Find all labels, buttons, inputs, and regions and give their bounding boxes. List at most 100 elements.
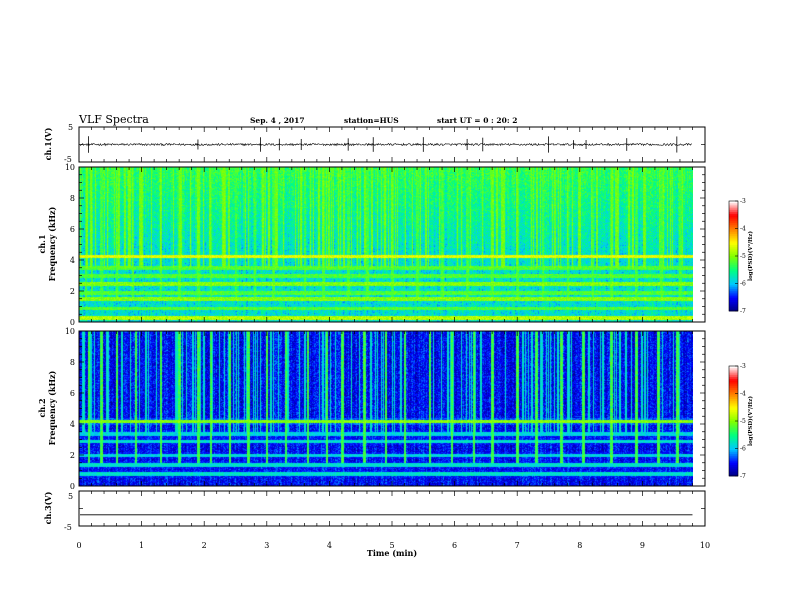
colorbar-segment [729,470,738,473]
ch1-spectrogram-ylabel: Frequency (kHz) [47,206,57,281]
panel-ch1-spectrogram: 0 2 4 6 8 10 ch.1 Frequency (kHz) -3 -4 -5 -6 -7 l… [37,163,754,327]
colorbar-segment [729,466,738,470]
colorbar-segment [729,450,738,453]
colorbar-segment [729,367,738,371]
ch2-spectrogram-ticks [78,330,706,487]
ch1-waveform-trace [80,142,693,147]
ch2-spectrogram-image [79,331,693,486]
colorbar-segment [729,283,738,286]
colorbar-segment [729,202,738,206]
colorbar-segment [729,228,738,231]
colorbar-segment [729,270,738,273]
time-tick-label: 10 [700,541,710,550]
station-label: station=HUS [344,116,399,125]
time-tick-label: 2 [202,541,207,550]
colorbar-segment [729,226,738,229]
colorbar-segment [729,305,738,308]
colorbar-segment [729,399,738,402]
colorbar-segment [729,369,738,372]
colorbar-segment [729,366,738,369]
colorbar-segment [729,259,738,262]
frequency-tick-label: 2 [70,287,75,296]
colorbar-segment [729,388,738,391]
colorbar-segment [729,296,738,299]
colorbar-segment [729,446,738,449]
time-tick-label: 6 [452,541,457,550]
colorbar-segment [729,461,738,464]
colorbar-segment [729,245,738,248]
colorbar-segment [729,435,738,438]
colorbar-segment [729,230,738,233]
start-time-label: start UT = 0 : 20: 2 [437,116,517,125]
time-tick-label: 9 [640,541,645,550]
colorbar-segment [729,465,738,468]
colorbar-segment [729,239,738,242]
colorbar-segment [729,386,738,389]
time-tick-label: 4 [327,541,332,550]
frequency-tick-label: 2 [70,451,75,460]
colorbar-segment [729,254,738,257]
colorbar-segment [729,217,738,220]
colorbar-segment [729,377,738,380]
colorbar-segment [729,252,738,255]
colorbar-tick-label: -5 [740,418,746,425]
ch1-ytick-top: 5 [68,123,73,132]
colorbar-segment [729,265,738,268]
frequency-tick-label: 8 [70,358,75,367]
colorbar-tick-label: -6 [740,281,746,288]
colorbar-segment [729,448,738,451]
colorbar-segment [729,455,738,459]
colorbar-segment [729,215,738,218]
colorbar-segment [729,408,738,411]
ch2-colorbar: -3 -4 -5 -6 -7 log(PSD)(V²/Hz) [728,363,754,480]
colorbar-segment [729,301,738,305]
colorbar-segment [729,294,738,297]
frequency-tick-label: 10 [65,327,75,336]
colorbar-segment [729,206,738,209]
date-label: Sep. 4 , 2017 [250,116,305,125]
colorbar-segment [729,256,738,259]
colorbar-segment [729,415,738,418]
colorbar-segment [729,457,738,460]
colorbar-tick-label: -4 [740,226,746,233]
frequency-tick-label: 0 [70,482,75,491]
colorbar-segment [729,432,738,435]
colorbar-label: log(PSD)(V²/Hz) [747,396,754,446]
colorbar-segment [729,463,738,466]
colorbar-segment [729,268,738,272]
colorbar-segment [729,373,738,376]
colorbar-segment [729,437,738,440]
frequency-tick-label: 6 [70,225,75,234]
time-tick-label: 1 [139,541,144,550]
ch3-ytick-bottom: -5 [64,523,72,532]
colorbar-segment [729,468,738,471]
ch1-spectrogram-ticks [78,166,706,323]
colorbar-segment [729,307,738,310]
colorbar-segment [729,243,738,246]
figure-title: VLF Spectra [78,113,149,126]
colorbar-segment [729,232,738,235]
colorbar-segment [729,474,738,477]
colorbar-tick-label: -5 [740,253,746,260]
colorbar-segment [729,204,738,207]
ch1-waveform-ticks [78,126,706,163]
colorbar-segment [729,300,738,303]
colorbar-tick-label: -3 [740,363,746,370]
colorbar-segment [729,246,738,250]
colorbar-segment [729,290,738,294]
colorbar-segment [729,263,738,266]
colorbar-segment [729,397,738,400]
ch2-spectrogram-yticklabels: 0 2 4 6 8 10 [65,327,75,491]
ch1-waveform-ylabel: ch.1(V) [43,127,53,160]
ch1-spectrogram-channel-label: ch.1 [37,234,47,253]
colorbar-segment [729,382,738,385]
panel-ch2-spectrogram: 0 2 4 6 8 10 ch.2 Frequency (kHz) -3 -4 -5 -6 -7 l… [37,327,754,491]
frequency-tick-label: 10 [65,163,75,172]
colorbar-segment [729,404,738,407]
ch3-waveform-ylabel: ch.3(V) [43,491,53,524]
colorbar-segment [729,303,738,306]
colorbar-segment [729,459,738,462]
colorbar-segment [729,454,738,457]
panel-ch3-waveform: 5 -5 ch.3(V) 0 1 2 3 4 5 6 7 8 9 10 Time (min) [43,490,710,558]
